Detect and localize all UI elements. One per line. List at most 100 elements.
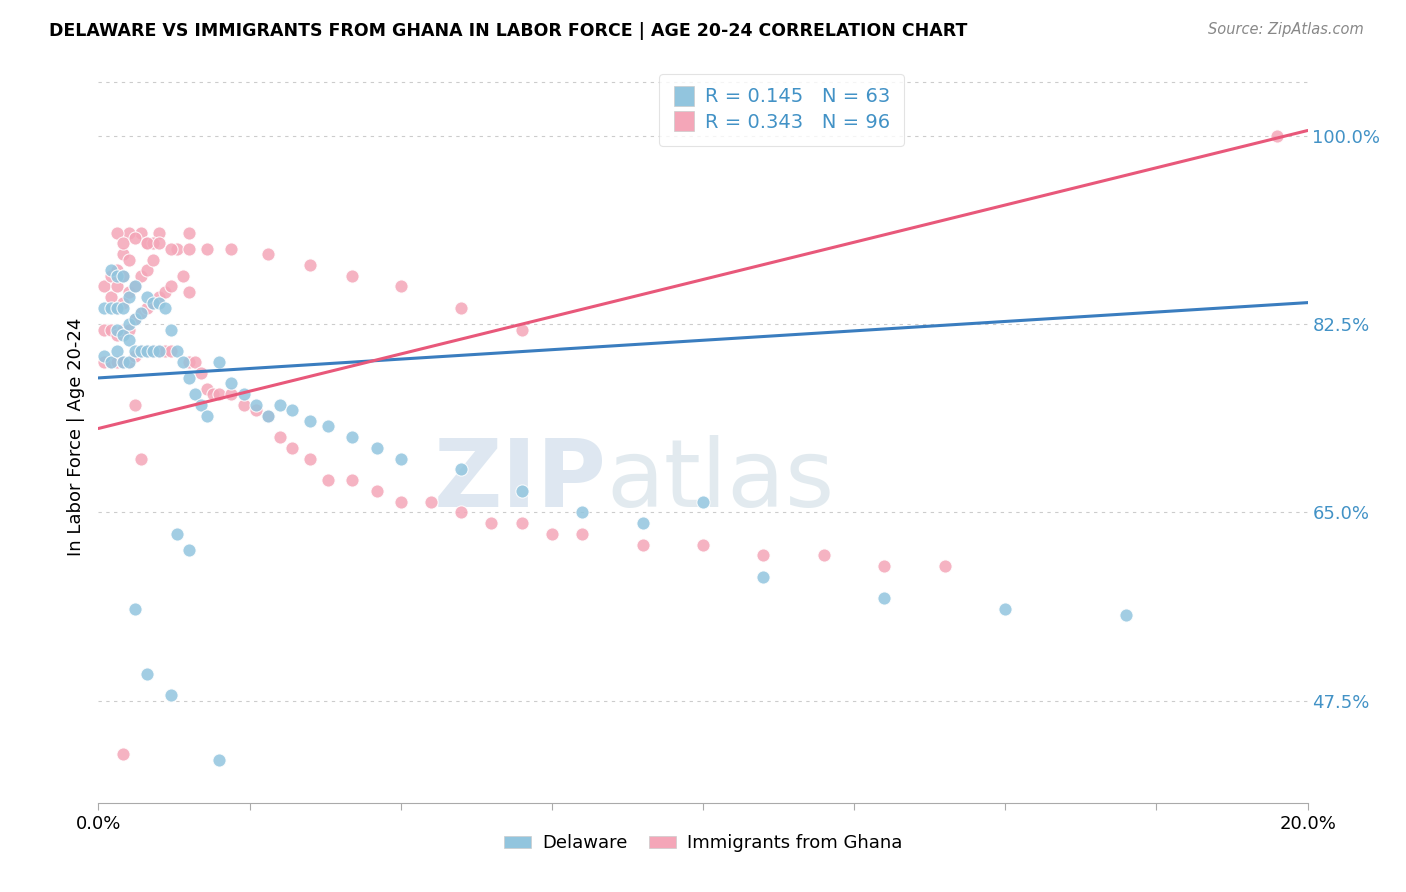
Point — [135, 263, 157, 277]
Point — [366, 441, 388, 455]
Point — [190, 398, 212, 412]
Point — [111, 355, 134, 369]
Point — [873, 559, 896, 574]
Point — [142, 344, 165, 359]
Point — [179, 543, 201, 558]
Point — [752, 570, 775, 584]
Point — [124, 398, 146, 412]
Point — [692, 494, 714, 508]
Point — [111, 268, 134, 283]
Legend: Delaware, Immigrants from Ghana: Delaware, Immigrants from Ghana — [496, 827, 910, 860]
Point — [172, 355, 194, 369]
Point — [105, 327, 128, 342]
Point — [450, 301, 472, 315]
Point — [281, 441, 304, 455]
Point — [105, 301, 128, 315]
Point — [631, 516, 654, 530]
Point — [179, 371, 201, 385]
Point — [105, 226, 128, 240]
Point — [1267, 128, 1289, 143]
Point — [148, 236, 170, 251]
Point — [129, 451, 152, 466]
Point — [281, 403, 304, 417]
Point — [208, 355, 231, 369]
Point — [256, 409, 278, 423]
Point — [118, 285, 141, 299]
Point — [316, 473, 339, 487]
Point — [100, 268, 122, 283]
Point — [208, 387, 231, 401]
Point — [93, 355, 115, 369]
Point — [208, 753, 231, 767]
Point — [105, 268, 128, 283]
Point — [221, 242, 243, 256]
Point — [571, 527, 593, 541]
Point — [540, 527, 562, 541]
Point — [190, 366, 212, 380]
Point — [450, 505, 472, 519]
Point — [389, 451, 412, 466]
Point — [232, 387, 254, 401]
Point — [316, 419, 339, 434]
Point — [153, 344, 176, 359]
Point — [129, 344, 152, 359]
Point — [105, 355, 128, 369]
Point — [135, 301, 157, 315]
Text: Source: ZipAtlas.com: Source: ZipAtlas.com — [1208, 22, 1364, 37]
Point — [124, 602, 146, 616]
Point — [100, 290, 122, 304]
Point — [129, 344, 152, 359]
Point — [148, 344, 170, 359]
Point — [118, 333, 141, 347]
Point — [179, 285, 201, 299]
Point — [118, 252, 141, 267]
Point — [135, 344, 157, 359]
Point — [153, 301, 176, 315]
Point — [269, 430, 291, 444]
Point — [100, 355, 122, 369]
Point — [510, 322, 533, 336]
Point — [172, 268, 194, 283]
Point — [129, 226, 152, 240]
Point — [342, 473, 364, 487]
Point — [160, 322, 183, 336]
Text: DELAWARE VS IMMIGRANTS FROM GHANA IN LABOR FORCE | AGE 20-24 CORRELATION CHART: DELAWARE VS IMMIGRANTS FROM GHANA IN LAB… — [49, 22, 967, 40]
Point — [299, 258, 322, 272]
Point — [111, 322, 134, 336]
Point — [160, 242, 183, 256]
Point — [692, 538, 714, 552]
Point — [510, 483, 533, 498]
Point — [129, 306, 152, 320]
Point — [160, 344, 183, 359]
Point — [93, 279, 115, 293]
Point — [93, 301, 115, 315]
Point — [111, 355, 134, 369]
Point — [142, 295, 165, 310]
Point — [256, 247, 278, 261]
Point — [153, 285, 176, 299]
Point — [93, 350, 115, 364]
Point — [142, 236, 165, 251]
Point — [450, 462, 472, 476]
Point — [389, 279, 412, 293]
Point — [221, 376, 243, 391]
Point — [124, 311, 146, 326]
Point — [299, 451, 322, 466]
Point — [111, 747, 134, 762]
Point — [184, 387, 207, 401]
Point — [148, 226, 170, 240]
Point — [111, 236, 134, 251]
Point — [118, 355, 141, 369]
Point — [142, 252, 165, 267]
Point — [1115, 607, 1137, 622]
Point — [813, 549, 835, 563]
Point — [631, 538, 654, 552]
Point — [135, 236, 157, 251]
Point — [118, 226, 141, 240]
Point — [105, 263, 128, 277]
Point — [135, 290, 157, 304]
Point — [873, 591, 896, 606]
Point — [111, 268, 134, 283]
Point — [269, 398, 291, 412]
Point — [129, 306, 152, 320]
